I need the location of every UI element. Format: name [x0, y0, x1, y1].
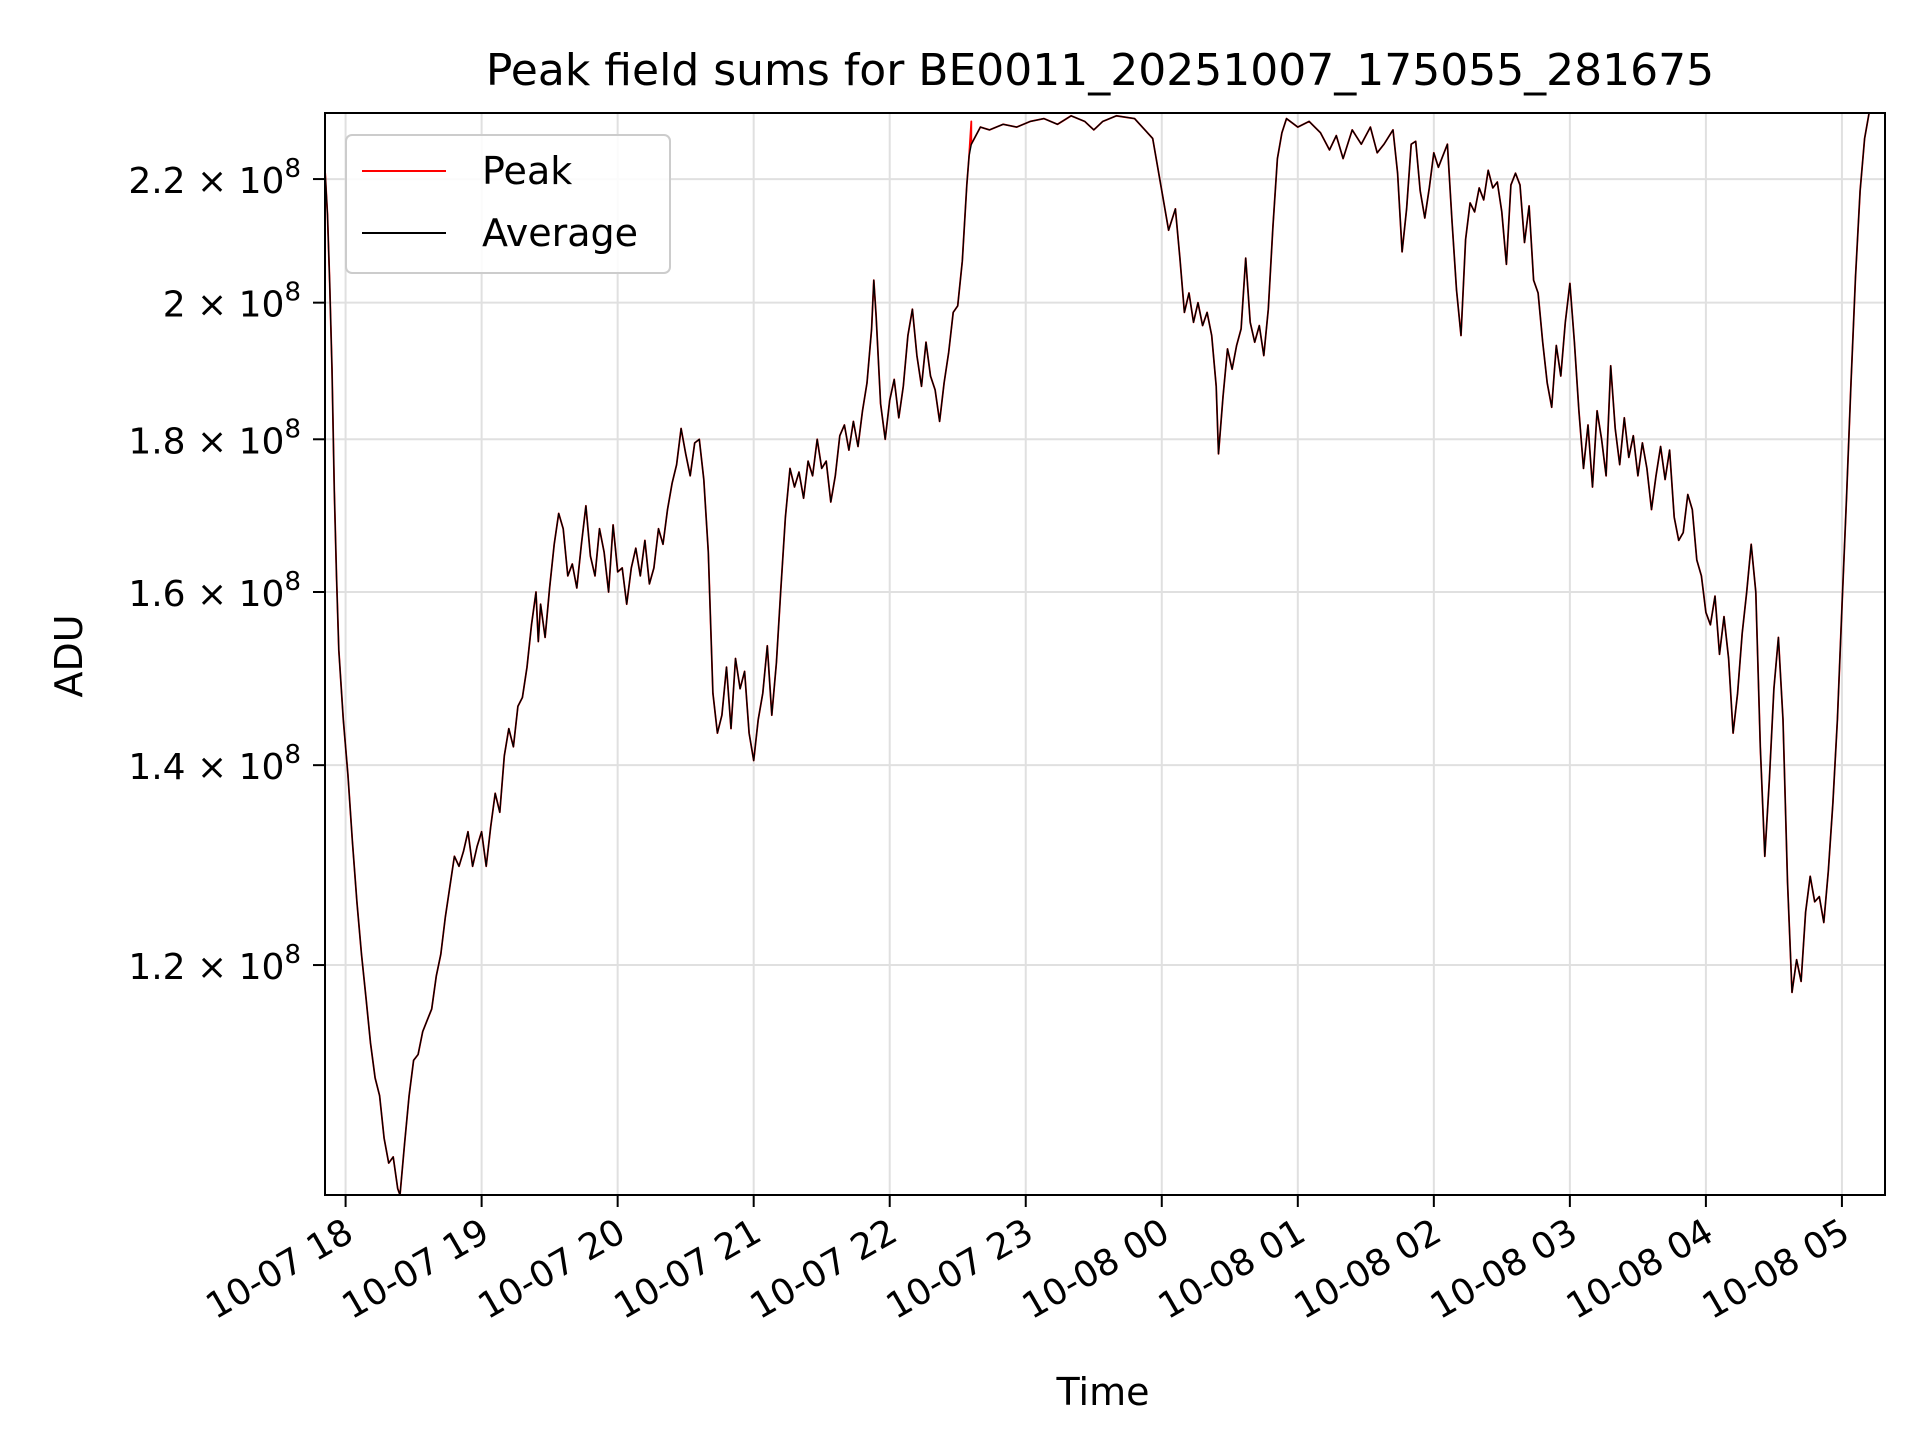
y-axis: 1.2 × 108 1.4 × 108 1.6 × 108 1.8 × 108 2 × … [128, 154, 325, 988]
y-tick-exponent: 8 [284, 567, 301, 597]
legend-label-average: Average [482, 211, 638, 255]
y-tick-mantissa: 2.2 [128, 161, 185, 202]
y-tick-exponent: 8 [284, 940, 301, 970]
y-tick-exponent: 8 [284, 278, 301, 308]
series-layer [325, 113, 1870, 1195]
y-tick-exponent: 8 [284, 414, 301, 444]
y-tick-mantissa: 1.6 [128, 574, 185, 615]
y-tick-label: 1.2 × 108 [128, 940, 301, 988]
y-tick-label: 1.6 × 108 [128, 567, 301, 615]
y-tick-exponent: 8 [284, 740, 301, 770]
x-axis-label: Time [1056, 1370, 1150, 1414]
grid [325, 113, 1885, 1195]
legend-box [345, 134, 671, 274]
legend-label-peak: Peak [482, 149, 572, 193]
y-tick-mantissa: 2 [163, 285, 186, 326]
plot-frame [324, 112, 1886, 1196]
series-line-average [325, 113, 1870, 1195]
y-tick-label: 2.2 × 108 [128, 154, 301, 202]
y-tick-mantissa: 1.4 [128, 747, 185, 788]
y-tick-exponent: 8 [284, 154, 301, 184]
y-tick-mantissa: 1.8 [128, 421, 185, 462]
y-tick-mantissa: 1.2 [128, 947, 185, 988]
y-tick-label: 1.4 × 108 [128, 740, 301, 788]
y-tick-label: 2 × 108 [163, 278, 301, 326]
y-axis-label: ADU [47, 614, 91, 697]
y-tick-label: 1.8 × 108 [128, 414, 301, 462]
chart-title: Peak field sums for BE0011_20251007_1750… [486, 45, 1714, 96]
legend: Peak Average [345, 134, 671, 274]
